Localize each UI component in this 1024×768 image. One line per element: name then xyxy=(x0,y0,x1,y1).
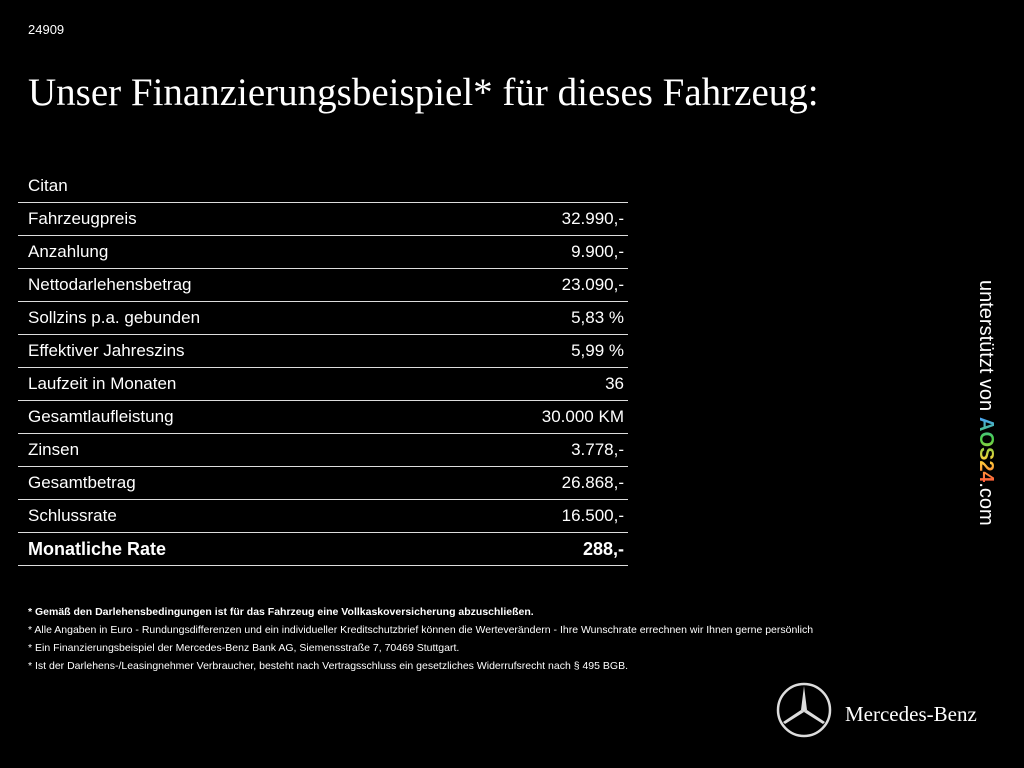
total-label: Monatliche Rate xyxy=(28,538,167,559)
table-row: Sollzins p.a. gebunden 5,83 % xyxy=(18,302,628,335)
total-value: 288,- xyxy=(582,538,624,559)
model-row: Citan xyxy=(18,170,628,203)
row-value: 30.000 KM xyxy=(541,407,624,426)
table-row: Anzahlung 9.900,- xyxy=(18,236,628,269)
row-label: Schlussrate xyxy=(28,506,117,525)
row-value: 23.090,- xyxy=(561,275,624,294)
row-value: 5,83 % xyxy=(571,308,624,327)
row-label: Gesamtbetrag xyxy=(28,473,136,492)
table-row: Schlussrate 16.500,- xyxy=(18,500,628,533)
row-value: 32.990,- xyxy=(561,209,624,228)
row-value: 36 xyxy=(605,374,624,393)
title: Unser Finanzierungsbeispiel* für dieses … xyxy=(28,71,819,114)
row-value: 26.868,- xyxy=(561,473,624,492)
row-label: Sollzins p.a. gebunden xyxy=(28,308,201,327)
table-row: Effektiver Jahreszins 5,99 % xyxy=(18,335,628,368)
row-label: Zinsen xyxy=(28,440,80,459)
logo-text: Mercedes-Benz xyxy=(845,702,977,726)
table-row: Nettodarlehensbetrag 23.090,- xyxy=(18,269,628,302)
row-label: Gesamtlaufleistung xyxy=(28,407,174,426)
side-credit: unterstützt von AOS24.com xyxy=(974,280,997,526)
row-label: Nettodarlehensbetrag xyxy=(28,275,192,294)
table-row: Fahrzeugpreis 32.990,- xyxy=(18,203,628,236)
footnote: * Ein Finanzierungsbeispiel der Mercedes… xyxy=(28,642,460,654)
row-label: Effektiver Jahreszins xyxy=(28,341,185,360)
table-row: Laufzeit in Monaten 36 xyxy=(18,368,628,401)
credit-brand: AOS24 xyxy=(975,416,997,483)
credit-prefix: unterstützt von xyxy=(975,280,997,412)
finance-table: Citan Fahrzeugpreis 32.990,- Anzahlung 9.90… xyxy=(18,170,628,566)
footnote: * Alle Angaben in Euro - Rundungsdiffere… xyxy=(28,624,814,636)
footnotes: * Gemäß den Darlehensbedingungen ist für… xyxy=(28,603,813,675)
row-label: Laufzeit in Monaten xyxy=(28,374,177,393)
listing-id: 24909 xyxy=(28,22,65,37)
row-value: 16.500,- xyxy=(561,506,624,525)
footnote: * Ist der Darlehens-/Leasingnehmer Verbr… xyxy=(28,660,628,672)
footnote: * Gemäß den Darlehensbedingungen ist für… xyxy=(28,606,534,618)
row-label: Fahrzeugpreis xyxy=(28,209,137,228)
row-value: 9.900,- xyxy=(571,242,624,261)
table-row: Zinsen 3.778,- xyxy=(18,434,628,467)
row-label: Anzahlung xyxy=(28,242,109,261)
logo-star xyxy=(776,682,832,738)
table-row: Gesamtbetrag 26.868,- xyxy=(18,467,628,500)
table-row: Gesamtlaufleistung 30.000 KM xyxy=(18,401,628,434)
total-row: Monatliche Rate 288,- xyxy=(18,533,628,566)
row-value: 5,99 % xyxy=(571,341,624,360)
credit-suffix: .com xyxy=(975,482,997,526)
model: Citan xyxy=(28,176,68,195)
row-value: 3.778,- xyxy=(571,440,624,459)
